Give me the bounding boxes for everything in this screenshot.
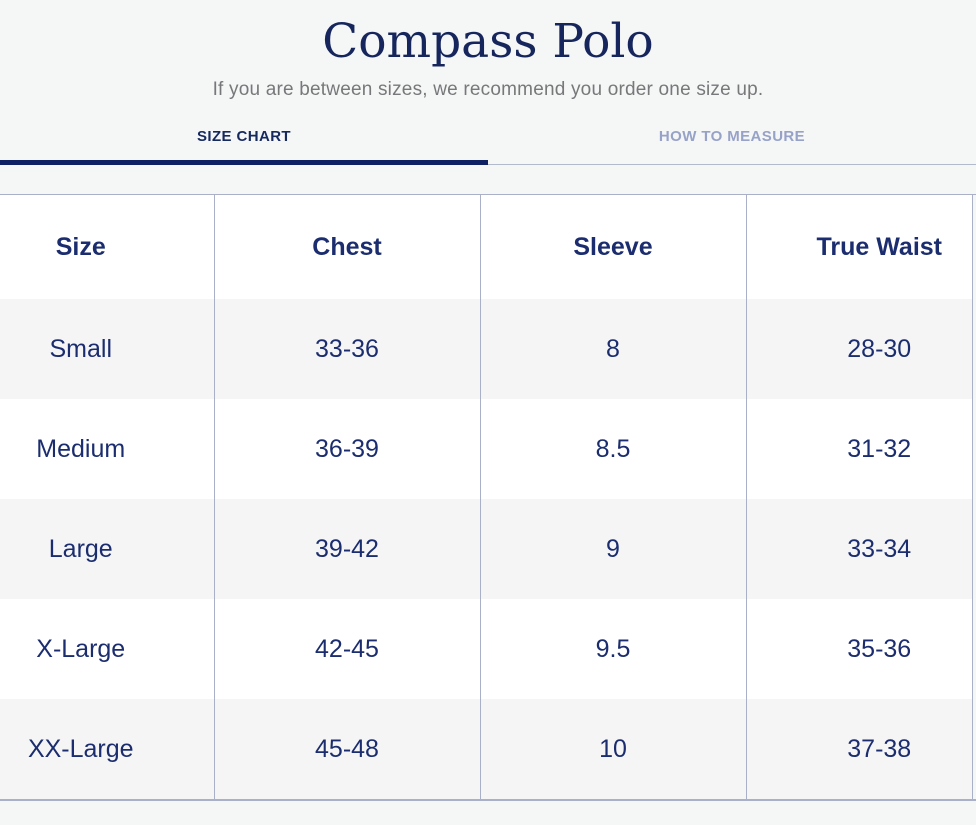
size-cell: XX-Large	[0, 699, 215, 800]
true-waist-cell: 28-30	[746, 299, 972, 400]
chest-cell: 36-39	[214, 399, 481, 500]
table-row-x-large: X-Large 42-45 9.5 35-36	[0, 599, 972, 700]
table-row-small: Small 33-36 8 28-30	[0, 299, 972, 400]
size-cell: Medium	[0, 399, 215, 500]
sleeve-cell: 8.5	[480, 399, 747, 500]
tab-how-to-measure[interactable]: HOW TO MEASURE	[488, 128, 976, 166]
size-cell: Small	[0, 299, 215, 400]
table-row-large: Large 39-42 9 33-34	[0, 499, 972, 600]
tab-size-chart[interactable]: SIZE CHART	[0, 128, 488, 166]
sleeve-cell: 8	[480, 299, 747, 400]
size-cell: X-Large	[0, 599, 215, 700]
table-row-medium: Medium 36-39 8.5 31-32	[0, 399, 972, 500]
size-chart-section: Size Chest Sleeve True Waist Small 33-36…	[0, 194, 976, 802]
column-header-size: Size	[0, 195, 215, 300]
header-row: Size Chest Sleeve True Waist	[0, 195, 972, 300]
chest-cell: 42-45	[214, 599, 481, 700]
sleeve-cell: 10	[480, 699, 747, 800]
true-waist-cell: 31-32	[746, 399, 972, 500]
sleeve-cell: 9	[480, 499, 747, 600]
page-title: Compass Polo	[322, 14, 654, 69]
size-chart-clip: Size Chest Sleeve True Waist Small 33-36…	[0, 195, 973, 800]
size-chart-table: Size Chest Sleeve True Waist Small 33-36…	[0, 195, 972, 800]
chest-cell: 33-36	[214, 299, 481, 400]
true-waist-cell: 37-38	[746, 699, 972, 800]
size-cell: Large	[0, 499, 215, 600]
true-waist-cell: 33-34	[746, 499, 972, 600]
page-subtitle: If you are between sizes, we recommend y…	[212, 79, 764, 101]
chest-cell: 39-42	[214, 499, 481, 600]
page-header: Compass Polo If you are between sizes, w…	[0, 0, 976, 101]
column-header-chest: Chest	[214, 195, 481, 300]
sleeve-cell: 9.5	[480, 599, 747, 700]
table-row-xx-large: XX-Large 45-48 10 37-38	[0, 699, 972, 800]
chest-cell: 45-48	[214, 699, 481, 800]
column-header-true-waist: True Waist	[746, 195, 972, 300]
column-header-sleeve: Sleeve	[480, 195, 747, 300]
tab-bar: SIZE CHART HOW TO MEASURE	[0, 128, 976, 166]
true-waist-cell: 35-36	[746, 599, 972, 700]
